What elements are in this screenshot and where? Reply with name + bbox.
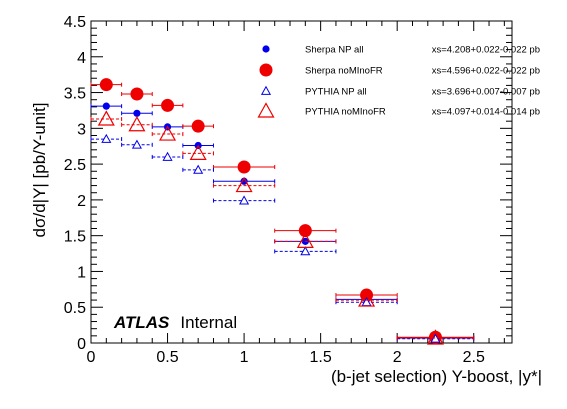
plot-border [90,20,513,344]
legend: Sherpa NP all xs=4.208+0.022-0.022 pb Sher… [257,45,540,118]
data-point [101,133,112,143]
legend-marker [262,45,270,53]
legend-marker [259,63,273,77]
x-tick-label: 2 [393,349,402,366]
atlas-label-bold: ATLAS [113,313,170,332]
x-tick-label: 2.5 [463,349,485,366]
y-tick-label: 4 [77,50,86,67]
legend-entry-name: Sherpa noMInoFR [305,66,383,77]
data-point [296,232,314,248]
legend-entry-name: Sherpa NP all [305,45,363,56]
data-point [300,246,311,256]
y-tick-label: 0.5 [64,300,86,317]
data-point [237,160,251,174]
legend-entry-xs: xs=4.208+0.022-0.022 pb [432,45,540,56]
data-point [162,151,173,161]
x-tick-label: 1 [240,349,249,366]
data-point [189,144,207,160]
data-point [159,125,177,141]
x-tick-label: 0 [87,349,96,366]
y-tick-label: 1.5 [64,229,86,246]
data-point [358,291,376,307]
x-tick-label: 0.5 [156,349,178,366]
data-point [240,177,248,185]
data-point [99,78,113,92]
y-axis: 0 0.5 1 1.5 2 2.5 3 3.5 4 4.5 [64,14,512,353]
legend-marker [260,85,272,95]
series-sherpa-np-all [90,102,475,342]
y-tick-label: 1 [77,264,86,281]
plot-frame [90,20,513,344]
data-point [131,139,142,149]
data-point [191,119,205,133]
y-axis-title: dσ/d|Y| [pb/Y-unit] [30,103,49,238]
legend-entry-name: PYTHIA NP all [305,87,367,98]
data-point [161,98,175,112]
y-tick-label: 3 [77,121,86,138]
data-point [235,176,253,193]
data-points [90,78,475,345]
x-axis: 0 0.5 1 1.5 2 2.5 [87,21,505,366]
legend-entry-name: PYTHIA noMInoFR [305,107,386,118]
data-point [426,329,444,345]
y-tick-label: 0 [77,336,86,353]
y-tick-label: 2 [77,193,86,210]
y-tick-label: 4.5 [64,14,86,31]
series-pythia-np-all [90,133,475,343]
data-point [130,87,144,101]
data-point [193,164,204,174]
series-sherpa-nominofr [90,78,475,344]
atlas-label: ATLAS Internal [113,313,237,332]
series-pythia-nominofr [90,110,475,345]
x-axis-title: (b-jet selection) Y-boost, |y*| [331,367,542,386]
y-tick-label: 2.5 [64,157,86,174]
data-point [239,195,250,205]
legend-marker [257,102,275,118]
data-point [97,110,115,126]
x-tick-label: 1.5 [310,349,332,366]
data-point [298,224,312,238]
legend-entry-xs: xs=3.696+0.007-0.007 pb [432,87,540,98]
data-point [128,116,146,132]
legend-entry-xs: xs=4.596+0.022-0.022 pb [432,66,540,77]
legend-entry-xs: xs=4.097+0.014-0.014 pb [432,107,540,118]
data-point [133,109,141,117]
data-point [102,102,110,110]
y-tick-label: 3.5 [64,86,86,103]
atlas-label-internal: Internal [180,313,237,332]
